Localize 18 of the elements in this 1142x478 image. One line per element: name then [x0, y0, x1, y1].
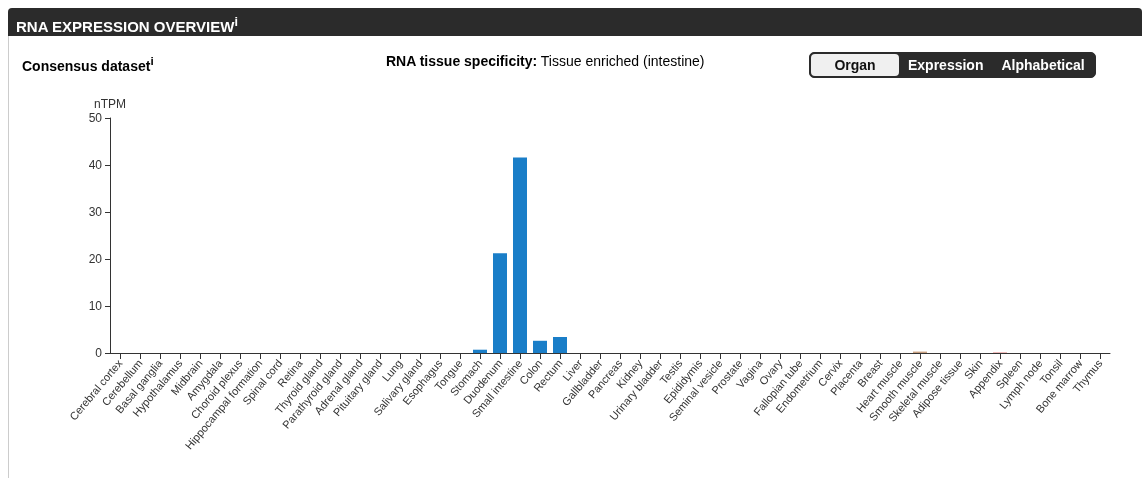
y-tick-label: 0 — [95, 346, 103, 360]
bar — [513, 157, 527, 353]
text: Organ — [811, 54, 899, 76]
bar — [473, 349, 487, 353]
bar — [553, 337, 567, 353]
text: Alphabetical — [1000, 56, 1086, 75]
text: Expression — [907, 56, 985, 75]
chart-title: RNA EXPRESSION OVERVIEW$^{i}$ — [8, 8, 1142, 36]
bar — [493, 253, 507, 353]
bar — [533, 340, 547, 353]
y-tick-label: 50 — [88, 111, 103, 125]
y-tick-label: 30 — [88, 205, 103, 219]
y-tick-label: 20 — [88, 252, 103, 266]
chart-subtitle: Consensus dataset$^{i}$ — [22, 54, 154, 74]
y-tick-label: 10 — [88, 299, 103, 313]
y-axis-title: nTPM — [93, 97, 127, 111]
y-tick-label: 40 — [88, 158, 103, 172]
text: RNA tissue specificity: Tissue enriched (intestine) — [386, 53, 705, 69]
